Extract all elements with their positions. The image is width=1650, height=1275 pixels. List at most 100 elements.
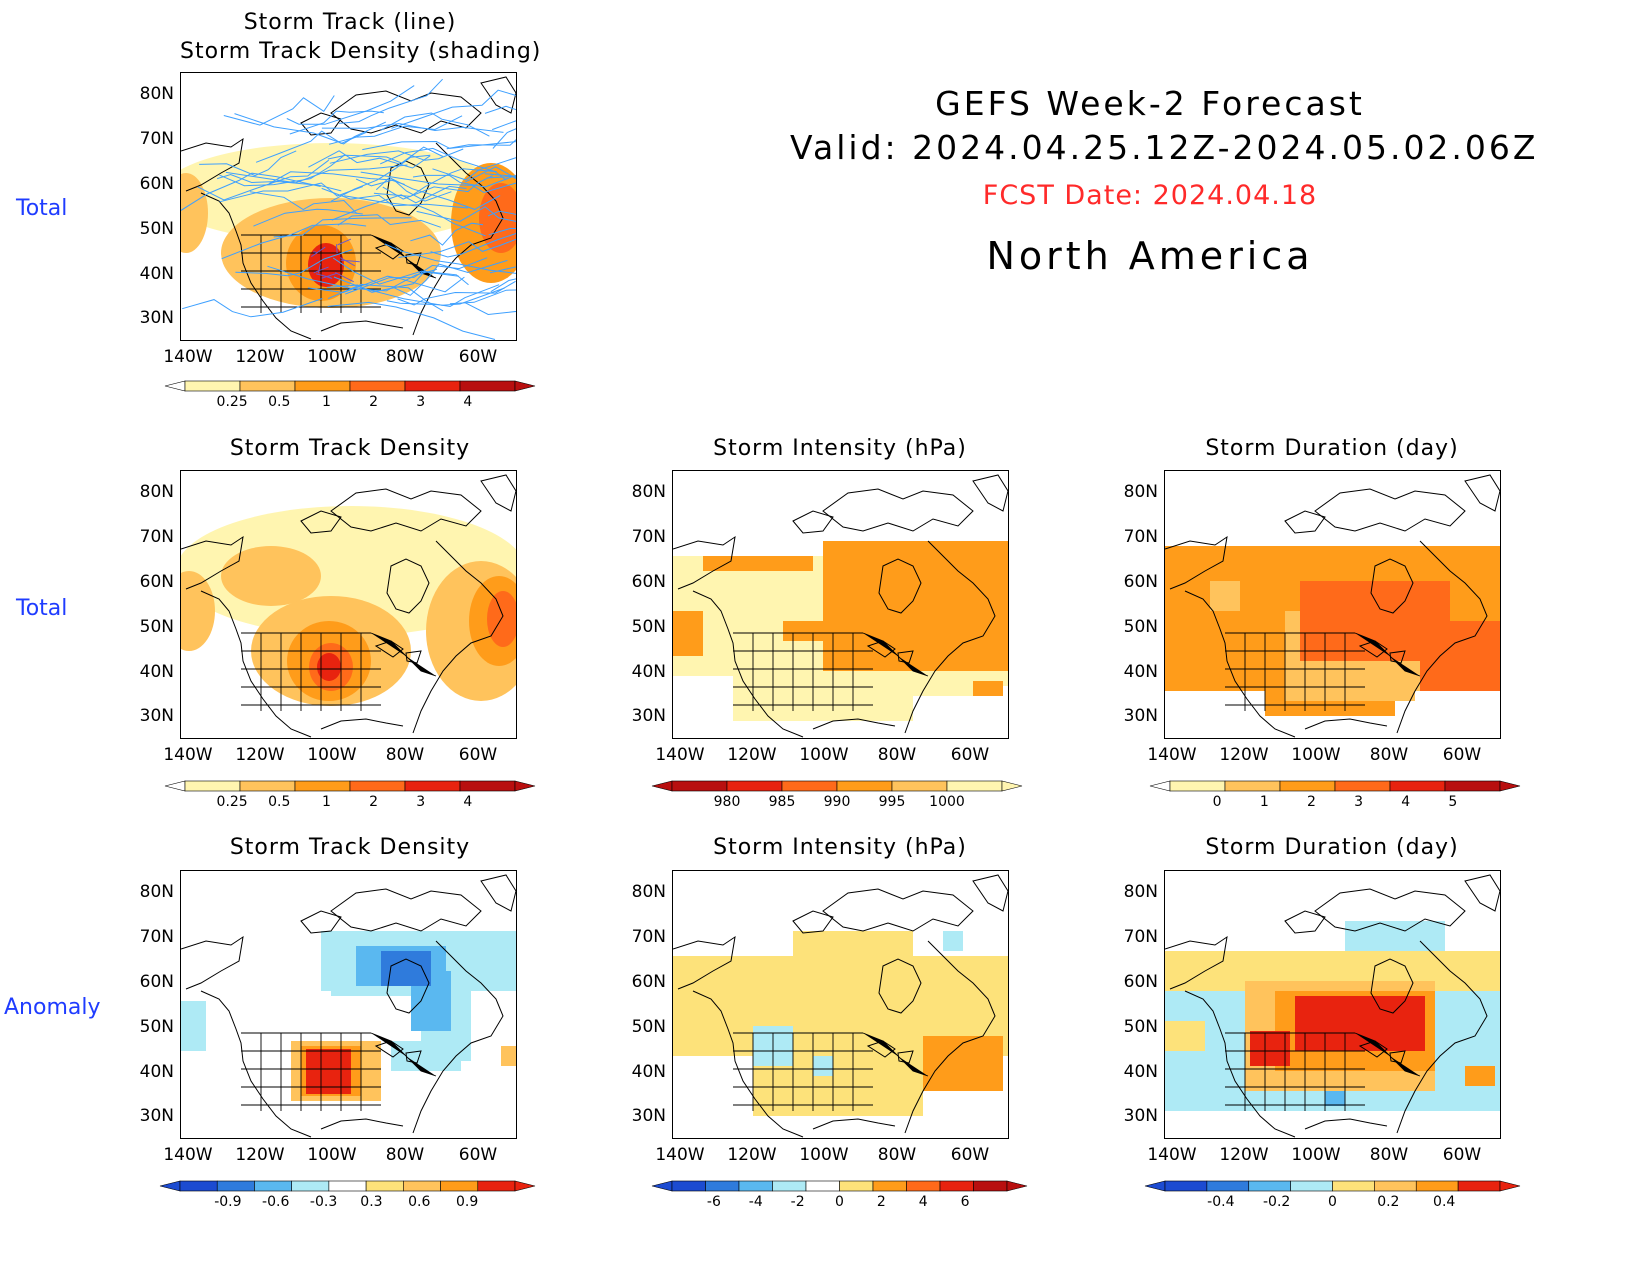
lon-tick-label: 80W bbox=[385, 1145, 425, 1165]
colorbar-tick-label: 3 bbox=[416, 794, 425, 810]
coastline-outline bbox=[181, 76, 516, 340]
colorbar-tick-label: 3 bbox=[416, 394, 425, 410]
map-track-density-anomaly bbox=[180, 870, 517, 1139]
lat-tick-label: 60N bbox=[139, 972, 174, 992]
colorbar-tick-label: 0 bbox=[1328, 1194, 1337, 1210]
lat-tick-label: 70N bbox=[139, 527, 174, 547]
colorbar-tick-label: 2 bbox=[369, 794, 378, 810]
lon-tick-label: 60W bbox=[458, 347, 498, 367]
colorbar-tick-label: -0.6 bbox=[262, 1194, 289, 1210]
lat-tick-label: 40N bbox=[139, 1062, 174, 1082]
map-duration-total bbox=[1164, 470, 1501, 739]
map-storm-track-total bbox=[180, 72, 517, 341]
lon-tick-label: 140W bbox=[655, 745, 705, 765]
lat-tick-label: 80N bbox=[139, 84, 174, 104]
lat-tick-label: 30N bbox=[631, 1106, 666, 1126]
lat-tick-label: 30N bbox=[139, 706, 174, 726]
colorbar-tick-label: -0.3 bbox=[310, 1194, 337, 1210]
forecast-title: GEFS Week-2 Forecast bbox=[935, 84, 1365, 123]
colorbar-tick-label: 4 bbox=[1401, 794, 1410, 810]
lat-tick-label: 70N bbox=[631, 527, 666, 547]
map-intensity-total bbox=[672, 470, 1009, 739]
colorbar-tick-label: -0.9 bbox=[214, 1194, 241, 1210]
coastline-outline bbox=[181, 474, 516, 738]
colorbar-tick-label: 0.2 bbox=[1377, 1194, 1399, 1210]
colorbar-tick-label: 2 bbox=[1307, 794, 1316, 810]
colorbar-tick-label: -0.2 bbox=[1263, 1194, 1290, 1210]
state-borders bbox=[733, 632, 929, 711]
storm-track-lines bbox=[181, 78, 516, 340]
lon-tick-label: 80W bbox=[385, 347, 425, 367]
colorbar-duration-anomaly: -0.4 -0.2 0 0.2 0.4 bbox=[1144, 1178, 1521, 1214]
colorbar-tick-label: -4 bbox=[749, 1194, 763, 1210]
state-borders bbox=[1225, 1032, 1421, 1111]
lon-tick-label: 100W bbox=[1291, 1145, 1341, 1165]
lon-tick-label: 100W bbox=[799, 745, 849, 765]
lat-tick-label: 50N bbox=[1123, 617, 1158, 637]
colorbar-tick-label: 990 bbox=[824, 794, 851, 810]
panel2-title: Storm Track Density bbox=[229, 436, 471, 461]
panel7-title: Storm Duration (day) bbox=[1205, 835, 1459, 860]
lon-tick-label: 60W bbox=[950, 1145, 990, 1165]
lon-tick-label: 80W bbox=[877, 1145, 917, 1165]
colorbar-tick-label: -0.4 bbox=[1207, 1194, 1234, 1210]
colorbar-tick-label: 985 bbox=[769, 794, 796, 810]
coastline-outline bbox=[673, 474, 1008, 738]
lat-tick-label: 60N bbox=[1123, 972, 1158, 992]
lat-tick-label: 30N bbox=[139, 308, 174, 328]
colorbar-tick-label: 0.5 bbox=[268, 794, 290, 810]
colorbar-tick-label: 2 bbox=[877, 1194, 886, 1210]
colorbar-tick-label: 2 bbox=[369, 394, 378, 410]
row-label-anomaly: Anomaly bbox=[4, 995, 101, 1020]
colorbar-tick-label: 0.25 bbox=[217, 794, 248, 810]
lat-tick-label: 80N bbox=[139, 882, 174, 902]
lon-tick-label: 120W bbox=[235, 745, 285, 765]
coastline-outline bbox=[1165, 474, 1500, 738]
panel1-title-line2: Storm Track Density (shading) bbox=[180, 39, 542, 64]
panel6-title: Storm Intensity (hPa) bbox=[713, 835, 967, 860]
lon-tick-label: 120W bbox=[235, 1145, 285, 1165]
lat-tick-label: 30N bbox=[631, 706, 666, 726]
lat-tick-label: 40N bbox=[1123, 662, 1158, 682]
lon-tick-label: 60W bbox=[458, 1145, 498, 1165]
colorbar-density-2: 0.25 0.5 1 2 3 4 bbox=[164, 778, 536, 814]
lon-tick-label: 140W bbox=[655, 1145, 705, 1165]
lon-tick-label: 100W bbox=[307, 347, 357, 367]
state-borders bbox=[733, 1032, 929, 1111]
lat-tick-label: 60N bbox=[1123, 572, 1158, 592]
coastline-outline bbox=[673, 874, 1008, 1138]
lat-tick-label: 30N bbox=[1123, 1106, 1158, 1126]
lon-tick-label: 140W bbox=[163, 1145, 213, 1165]
map-duration-anomaly bbox=[1164, 870, 1501, 1139]
colorbar-tick-label: 4 bbox=[463, 794, 472, 810]
colorbar-tick-label: 1 bbox=[322, 794, 331, 810]
lon-tick-label: 60W bbox=[950, 745, 990, 765]
colorbar-tick-label: 995 bbox=[879, 794, 906, 810]
colorbar-tick-label: 4 bbox=[463, 394, 472, 410]
lon-tick-label: 60W bbox=[1442, 1145, 1482, 1165]
colorbar-density-1: 0.25 0.5 1 2 3 4 bbox=[164, 378, 536, 414]
lon-tick-label: 120W bbox=[1219, 1145, 1269, 1165]
lon-tick-label: 120W bbox=[1219, 745, 1269, 765]
lat-tick-label: 70N bbox=[139, 129, 174, 149]
colorbar-tick-label: 4 bbox=[919, 1194, 928, 1210]
lat-tick-label: 50N bbox=[1123, 1017, 1158, 1037]
colorbar-tick-label: 1 bbox=[322, 394, 331, 410]
lat-tick-label: 40N bbox=[139, 264, 174, 284]
colorbar-tick-label: 3 bbox=[1354, 794, 1363, 810]
lon-tick-label: 100W bbox=[1291, 745, 1341, 765]
lat-tick-label: 80N bbox=[1123, 482, 1158, 502]
colorbar-tick-label: 980 bbox=[714, 794, 741, 810]
lat-tick-label: 60N bbox=[631, 572, 666, 592]
panel5-title: Storm Track Density bbox=[229, 835, 471, 860]
row-label-total-1: Total bbox=[16, 196, 68, 221]
lat-tick-label: 50N bbox=[139, 1017, 174, 1037]
panel4-title: Storm Duration (day) bbox=[1205, 436, 1459, 461]
lon-tick-label: 100W bbox=[307, 745, 357, 765]
lat-tick-label: 30N bbox=[1123, 706, 1158, 726]
colorbar-tick-label: 0.6 bbox=[408, 1194, 430, 1210]
map-intensity-anomaly bbox=[672, 870, 1009, 1139]
lat-tick-label: 30N bbox=[139, 1106, 174, 1126]
colorbar-tick-label: 0 bbox=[835, 1194, 844, 1210]
lon-tick-label: 80W bbox=[877, 745, 917, 765]
